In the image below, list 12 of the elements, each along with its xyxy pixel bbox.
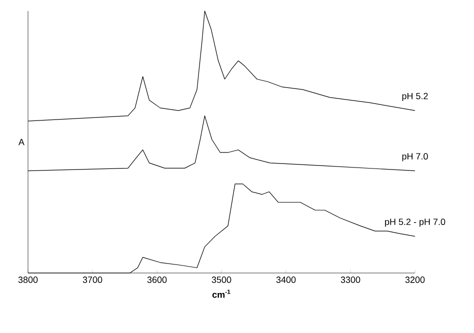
x-tick-label: 3400 [276,276,296,283]
x-tick-label: 3300 [340,276,360,283]
series-label: pH 5.2 [402,92,428,102]
x-tick-label: 3600 [147,276,167,283]
x-axis-title: cm$^{-1}$ [212,290,230,298]
x-tick-label: 3200 [405,276,425,283]
x-tick-label: 3500 [212,276,232,283]
y-axis-title: A [18,138,24,146]
x-tick-label: 3700 [82,276,102,283]
series-label: pH 7.0 [402,153,428,162]
x-tick-label: 3800 [18,276,38,283]
series-label: pH 5.2 - pH 7.0 [385,218,446,227]
